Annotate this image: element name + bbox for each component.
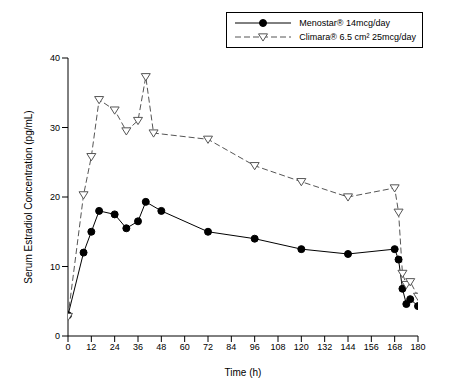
svg-text:84: 84 <box>226 342 236 352</box>
svg-text:180: 180 <box>410 342 425 352</box>
svg-text:120: 120 <box>294 342 309 352</box>
svg-text:Time (h): Time (h) <box>225 367 262 378</box>
svg-text:40: 40 <box>50 53 60 63</box>
svg-text:48: 48 <box>156 342 166 352</box>
svg-text:12: 12 <box>86 342 96 352</box>
svg-text:144: 144 <box>340 342 355 352</box>
svg-text:30: 30 <box>50 123 60 133</box>
html-text:Menostar® 14mcg/day: Menostar® 14mcg/day <box>299 18 390 28</box>
svg-text:36: 36 <box>133 342 143 352</box>
html-text:Climara® 6.5 cm² 25mcg/day: Climara® 6.5 cm² 25mcg/day <box>299 32 416 42</box>
svg-text:72: 72 <box>203 342 213 352</box>
svg-text:108: 108 <box>270 342 285 352</box>
svg-text:168: 168 <box>387 342 402 352</box>
svg-text:96: 96 <box>250 342 260 352</box>
svg-text:0: 0 <box>55 331 60 341</box>
svg-text:Serum Estradiol Concentration: Serum Estradiol Concentration (pg/mL) <box>23 110 34 283</box>
svg-text:10: 10 <box>50 262 60 272</box>
svg-text:24: 24 <box>110 342 120 352</box>
svg-text:0: 0 <box>65 342 70 352</box>
svg-text:156: 156 <box>364 342 379 352</box>
svg-text:132: 132 <box>317 342 332 352</box>
svg-text:20: 20 <box>50 192 60 202</box>
svg-text:60: 60 <box>180 342 190 352</box>
